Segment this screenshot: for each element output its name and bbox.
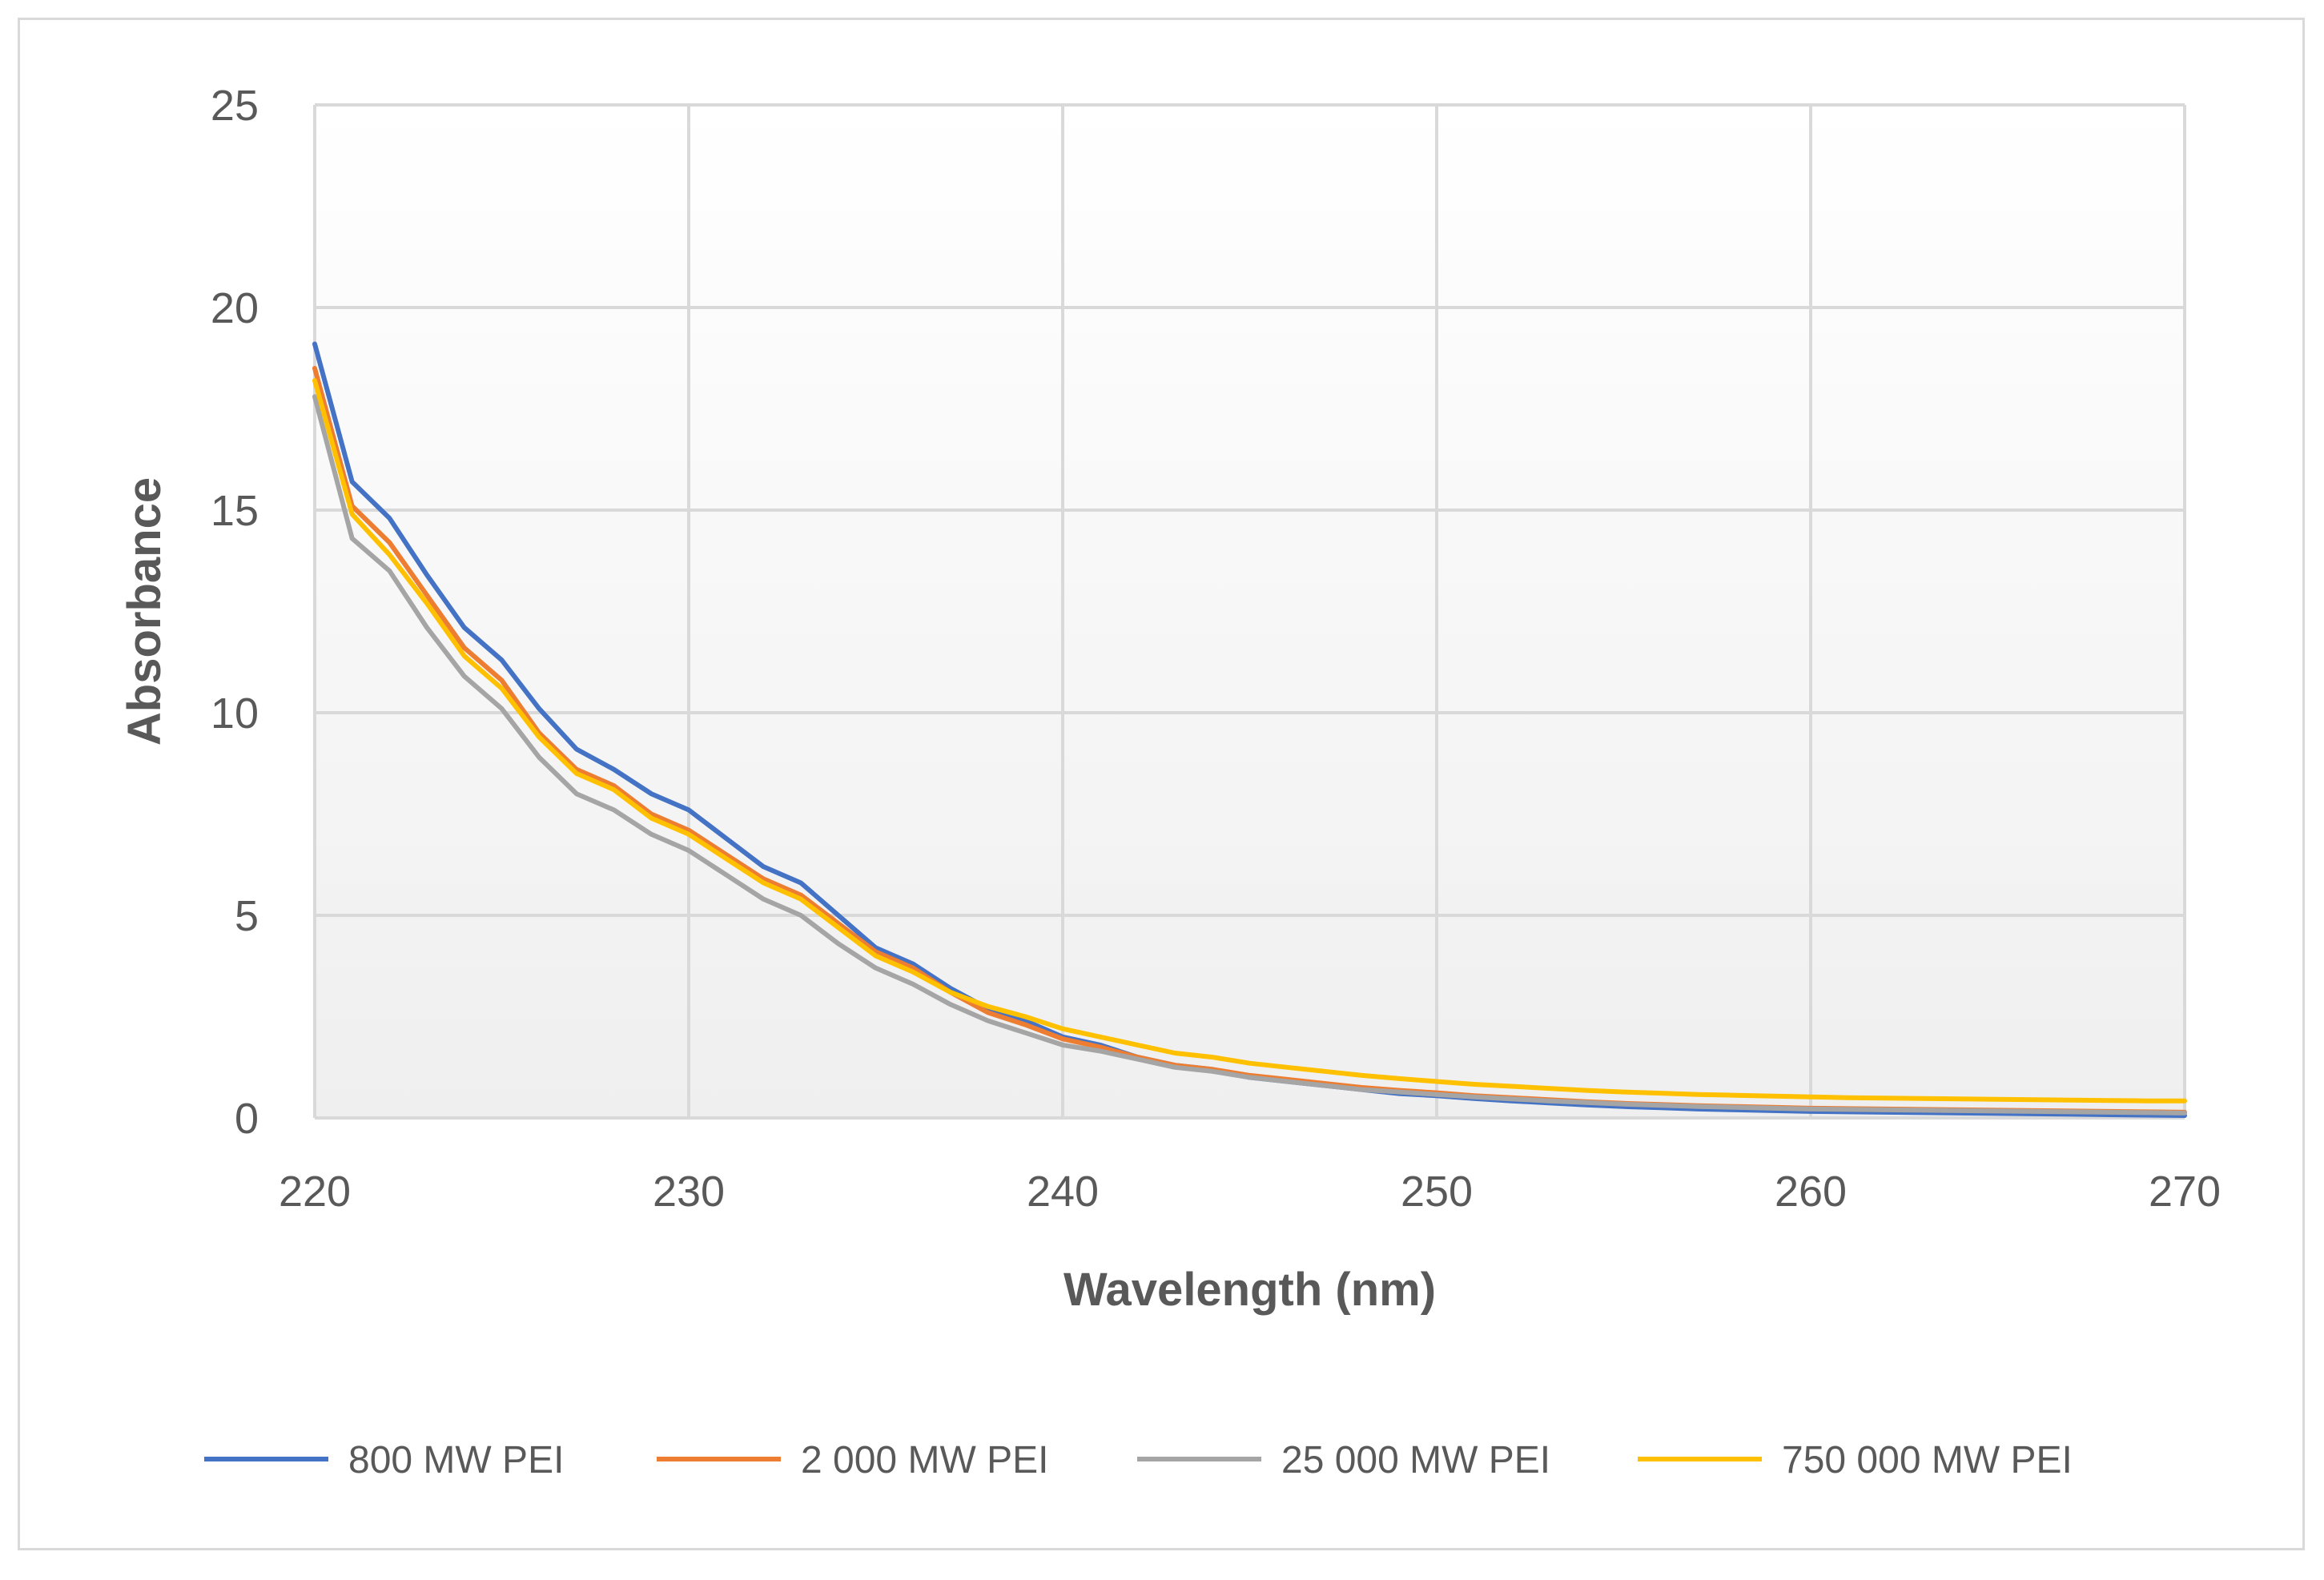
x-tick-label: 240 <box>1027 1168 1099 1216</box>
x-tick-label: 250 <box>1401 1168 1473 1216</box>
legend-item: 800 MW PEI <box>204 1439 564 1482</box>
y-axis-title: Absorbance <box>119 477 171 746</box>
y-tick-label: 15 <box>211 487 259 535</box>
legend-label: 2 000 MW PEI <box>801 1439 1048 1482</box>
x-axis-title: Wavelength (nm) <box>1063 1264 1436 1316</box>
gridlines <box>313 103 2186 1120</box>
y-tick-label: 10 <box>211 689 259 738</box>
tick-labels: 0 5 10 15 20 25 220 230 240 250 260 270 <box>211 82 2221 1216</box>
y-tick-label: 25 <box>211 82 259 130</box>
y-tick-label: 5 <box>235 892 259 940</box>
x-tick-label: 220 <box>279 1168 351 1216</box>
series-line-4 <box>312 378 2187 1104</box>
legend-label: 800 MW PEI <box>348 1439 564 1482</box>
plot-area <box>315 105 2185 1118</box>
series-lines <box>312 341 2187 1118</box>
y-tick-label: 20 <box>211 284 259 332</box>
legend: 800 MW PEI 2 000 MW PEI 25 000 MW PEI 750 0… <box>204 1439 2073 1482</box>
legend-item: 750 000 MW PEI <box>1638 1439 2073 1482</box>
series-line-3 <box>312 394 2187 1116</box>
x-tick-label: 270 <box>2149 1168 2221 1216</box>
legend-label: 25 000 MW PEI <box>1281 1439 1550 1482</box>
legend-label: 750 000 MW PEI <box>1782 1439 2073 1482</box>
x-tick-label: 230 <box>653 1168 725 1216</box>
x-tick-label: 260 <box>1775 1168 1847 1216</box>
y-tick-label: 0 <box>235 1095 259 1143</box>
legend-item: 2 000 MW PEI <box>657 1439 1048 1482</box>
legend-item: 25 000 MW PEI <box>1137 1439 1550 1482</box>
